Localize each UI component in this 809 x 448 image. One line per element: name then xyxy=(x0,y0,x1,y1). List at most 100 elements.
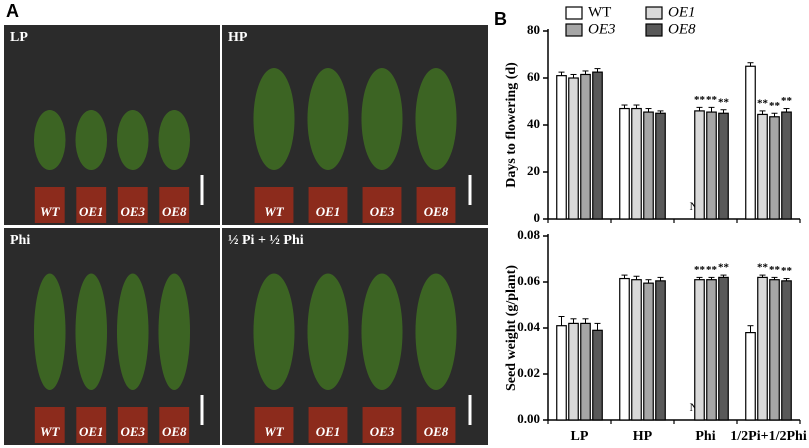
plant xyxy=(33,110,66,170)
plant-label: OE3 xyxy=(120,424,145,439)
plant xyxy=(158,273,191,390)
y-tick-label: 0.04 xyxy=(517,319,540,334)
significance-label: ** xyxy=(757,97,769,109)
significance-label: ** xyxy=(706,264,718,276)
bar xyxy=(619,107,630,220)
y-tick-label: 40 xyxy=(527,116,540,131)
pot xyxy=(416,407,456,443)
plant xyxy=(116,110,149,170)
plant-label: OE3 xyxy=(370,204,395,219)
significance-label: ** xyxy=(694,264,706,276)
bar xyxy=(643,282,654,421)
plant-label: OE1 xyxy=(79,424,104,439)
photo-title: HP xyxy=(228,30,248,45)
y-tick-label: 0 xyxy=(534,210,541,225)
pot xyxy=(416,187,456,223)
bar xyxy=(592,71,603,220)
x-tick-label: LP xyxy=(571,429,589,444)
x-tick-label: HP xyxy=(633,429,653,444)
x-tick-label: 1/2Pi+1/2Phi xyxy=(730,429,807,444)
pot xyxy=(308,187,348,223)
pot xyxy=(159,407,190,443)
bar xyxy=(580,73,591,220)
plant xyxy=(253,273,295,390)
pot xyxy=(362,187,402,223)
significance-label: ** xyxy=(781,95,793,107)
x-tick-label: Phi xyxy=(695,429,715,444)
bar xyxy=(631,107,642,220)
bar xyxy=(568,322,579,421)
bar xyxy=(592,329,603,421)
bar xyxy=(655,280,666,421)
plant-label: OE1 xyxy=(316,204,341,219)
plant-label: WT xyxy=(40,204,61,219)
bar xyxy=(757,113,768,220)
plant xyxy=(361,273,403,390)
bar xyxy=(769,116,780,220)
bar xyxy=(781,111,792,220)
pot xyxy=(34,187,65,223)
bar xyxy=(655,112,666,220)
plant xyxy=(361,68,403,170)
bar xyxy=(706,111,717,220)
pot xyxy=(254,187,294,223)
bar xyxy=(580,322,591,421)
bar xyxy=(694,110,705,220)
plant-label: WT xyxy=(40,424,61,439)
plant-label: WT xyxy=(264,424,285,439)
legend-swatch xyxy=(565,6,583,20)
photo: WT OE1 OE3 OE8 LP xyxy=(4,25,220,225)
photo-title: Phi xyxy=(10,233,30,248)
y-axis-title: Seed weight (g/plant) xyxy=(504,265,519,391)
bar xyxy=(781,280,792,421)
photo-title: ½ Pi + ½ Phi xyxy=(228,233,304,248)
legend-swatch xyxy=(645,6,663,20)
bar xyxy=(631,279,642,421)
pot xyxy=(117,407,148,443)
photo: WT OE1 OE3 OE8 HP xyxy=(222,25,488,225)
plant xyxy=(75,110,108,170)
plant xyxy=(75,273,108,390)
y-tick-label: 80 xyxy=(527,22,540,37)
bar xyxy=(643,111,654,220)
y-tick-label: 0.06 xyxy=(517,273,540,288)
y-tick-label: 60 xyxy=(527,69,540,84)
bar xyxy=(568,77,579,220)
significance-label: ** xyxy=(757,262,769,274)
pot xyxy=(308,407,348,443)
photo-title: LP xyxy=(10,30,28,45)
significance-label: ** xyxy=(718,96,730,108)
significance-label: ** xyxy=(781,265,793,277)
legend-swatch xyxy=(645,23,663,37)
plant-label: OE8 xyxy=(162,424,187,439)
plant xyxy=(415,68,457,170)
legend-label: OE8 xyxy=(668,21,696,37)
legend-label: WT xyxy=(588,4,611,20)
bar xyxy=(745,332,756,421)
bar xyxy=(556,325,567,421)
y-tick-label: 0.08 xyxy=(517,227,540,242)
y-axis-title: Days to flowering (d) xyxy=(504,62,519,188)
bar xyxy=(694,279,705,421)
plant xyxy=(116,273,149,390)
plant-label: OE3 xyxy=(120,204,145,219)
panel-label: B xyxy=(494,9,507,29)
plant xyxy=(307,273,349,390)
pot xyxy=(254,407,294,443)
bar xyxy=(769,279,780,421)
legend-label: OE3 xyxy=(588,21,616,37)
significance-label: ** xyxy=(694,94,706,106)
plant xyxy=(158,110,191,170)
pot xyxy=(362,407,402,443)
plant xyxy=(253,68,295,170)
bar xyxy=(619,277,630,421)
pot xyxy=(76,187,107,223)
panel-label: A xyxy=(6,1,19,21)
plant-label: WT xyxy=(264,204,285,219)
photo-panel: WT OE1 OE3 OE8 LP WT OE1 OE3 OE8 HP WT OE1 OE3 OE8 Phi… xyxy=(4,25,488,445)
bar xyxy=(718,112,729,220)
photo: WT OE1 OE3 OE8 Phi xyxy=(4,228,220,445)
legend-swatch xyxy=(565,23,583,37)
